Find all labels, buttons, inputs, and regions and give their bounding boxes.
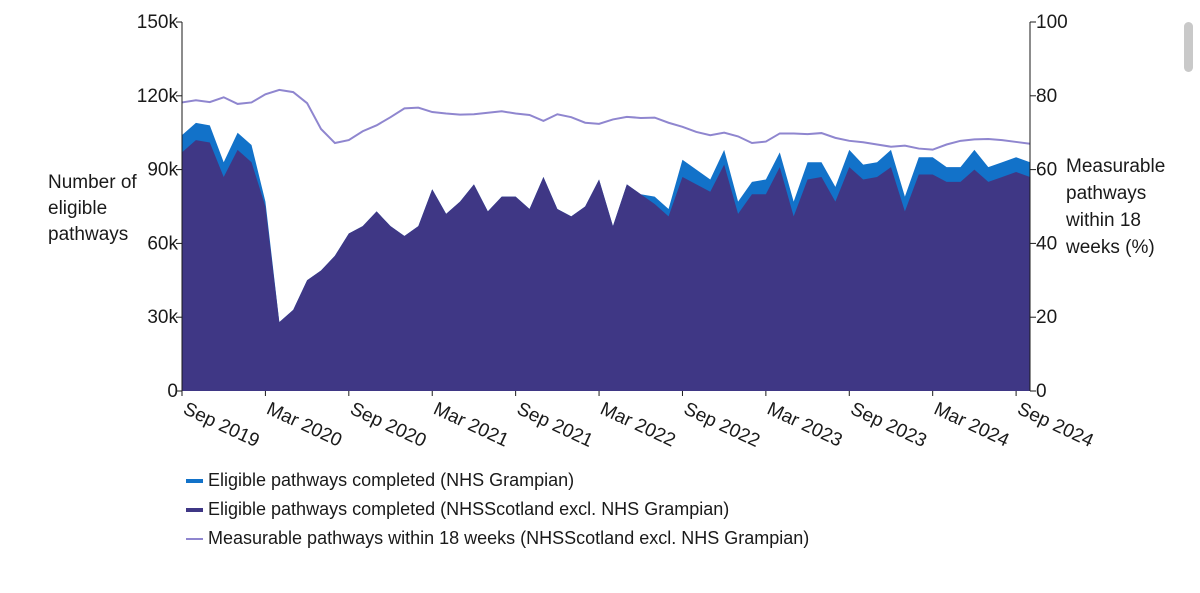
x-tick-label: Sep 2023 xyxy=(847,398,930,451)
scrollbar-thumb[interactable] xyxy=(1184,22,1193,72)
left-tick-label: 120k xyxy=(137,86,179,107)
area-scotland xyxy=(182,140,1030,391)
legend-label-scotland: Eligible pathways completed (NHSScotland… xyxy=(208,499,730,519)
x-tick-label: Sep 2019 xyxy=(180,398,263,451)
x-tick-label: Mar 2023 xyxy=(764,398,846,451)
x-tick-label: Sep 2022 xyxy=(680,398,763,451)
left-y-axis-title-line: pathways xyxy=(48,224,128,245)
left-y-axis-title-line: Number of xyxy=(48,172,137,193)
left-y-ticks: 0 30k 60k 90k 120k 150k xyxy=(137,12,182,402)
left-tick-label: 60k xyxy=(147,233,178,254)
left-tick-label: 30k xyxy=(147,307,178,328)
right-tick-label: 0 xyxy=(1036,381,1047,402)
right-y-axis-title-line: Measurable xyxy=(1066,156,1165,177)
legend-swatch-scotland xyxy=(186,507,203,512)
left-y-axis-title-line: eligible xyxy=(48,198,107,219)
legend-swatch-percentage xyxy=(186,537,203,540)
x-tick-label: Mar 2021 xyxy=(430,398,512,451)
line-percentage xyxy=(181,88,1031,151)
right-tick-label: 60 xyxy=(1036,160,1057,181)
x-tick-label: Sep 2020 xyxy=(347,398,430,451)
right-y-axis-title-line: within 18 xyxy=(1065,210,1141,231)
legend: Eligible pathways completed (NHS Grampia… xyxy=(186,466,809,553)
right-tick-label: 40 xyxy=(1036,233,1057,254)
left-tick-label: 0 xyxy=(167,381,178,402)
right-y-axis-title: Measurable pathways within 18 weeks (%) xyxy=(1065,156,1165,258)
legend-label-grampian: Eligible pathways completed (NHS Grampia… xyxy=(208,470,575,490)
left-tick-label: 90k xyxy=(147,160,178,181)
series-layer xyxy=(181,88,1031,392)
legend-item-grampian: Eligible pathways completed (NHS Grampia… xyxy=(186,466,809,495)
x-tick-label: Sep 2024 xyxy=(1014,398,1097,452)
right-tick-label: 100 xyxy=(1036,12,1068,33)
legend-label-percentage: Measurable pathways within 18 weeks (NHS… xyxy=(208,528,810,548)
right-y-ticks: 0 20 40 60 80 100 xyxy=(1030,12,1068,402)
x-tick-label: Mar 2024 xyxy=(931,398,1013,451)
x-tick-label: Mar 2022 xyxy=(597,398,679,451)
legend-item-percentage: Measurable pathways within 18 weeks (NHS… xyxy=(186,524,809,553)
right-y-axis-title-line: pathways xyxy=(1066,183,1146,204)
right-tick-label: 20 xyxy=(1036,307,1057,328)
legend-swatch-grampian xyxy=(186,478,203,483)
right-tick-label: 80 xyxy=(1036,86,1057,107)
legend-item-scotland: Eligible pathways completed (NHSScotland… xyxy=(186,495,809,524)
x-tick-label: Sep 2021 xyxy=(514,398,597,451)
left-tick-label: 150k xyxy=(137,12,179,33)
x-tick-label: Mar 2020 xyxy=(263,398,345,451)
x-axis-ticks: Sep 2019 Mar 2020 Sep 2020 Mar 2021 Sep 2021… xyxy=(180,391,1097,452)
left-y-axis-title: Number of eligible pathways xyxy=(48,172,137,245)
right-y-axis-title-line: weeks (%) xyxy=(1065,237,1155,258)
